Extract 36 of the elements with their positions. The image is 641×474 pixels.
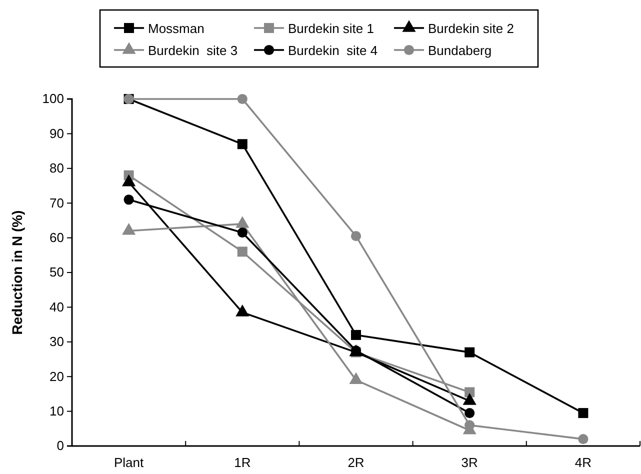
y-tick-label: 30 [50, 334, 64, 350]
point [464, 420, 475, 430]
y-tick-label: 0 [56, 438, 64, 454]
x-tick-label: 1R [234, 455, 251, 470]
y-tick-label: 10 [50, 403, 64, 418]
legend-label: Burdekin site 2 [428, 21, 514, 36]
point [237, 246, 248, 257]
x-tick-label: 2R [348, 455, 364, 470]
y-tick-label: 100 [42, 91, 64, 106]
y-tick-label: 80 [50, 160, 64, 176]
point [237, 94, 248, 104]
y-axis-title: Reduction in N (%) [9, 210, 25, 335]
point [578, 408, 588, 418]
x-tick-label: Plant [114, 455, 144, 470]
y-tick-label: 90 [50, 126, 64, 141]
point [464, 408, 475, 418]
point [464, 347, 475, 358]
point [237, 228, 248, 238]
legend-label: Mossman [148, 21, 204, 36]
x-tick-label: 4R [574, 455, 592, 470]
point [464, 387, 475, 398]
point [124, 194, 134, 205]
x-tick-label: 3R [461, 455, 478, 470]
legend-label: Burdekin site 3 [148, 43, 238, 58]
point [578, 434, 588, 444]
y-tick-label: 40 [50, 299, 64, 314]
y-tick-label: 60 [50, 230, 64, 245]
legend-label: Bundaberg [428, 43, 492, 58]
point [237, 139, 248, 150]
y-tick-label: 20 [50, 368, 64, 384]
legend-label: Burdekin site 4 [288, 43, 378, 58]
y-tick-label: 70 [50, 195, 64, 210]
y-tick-label: 50 [50, 264, 64, 280]
point [350, 231, 362, 242]
legend-label: Burdekin site 1 [288, 21, 374, 36]
point [351, 330, 361, 340]
